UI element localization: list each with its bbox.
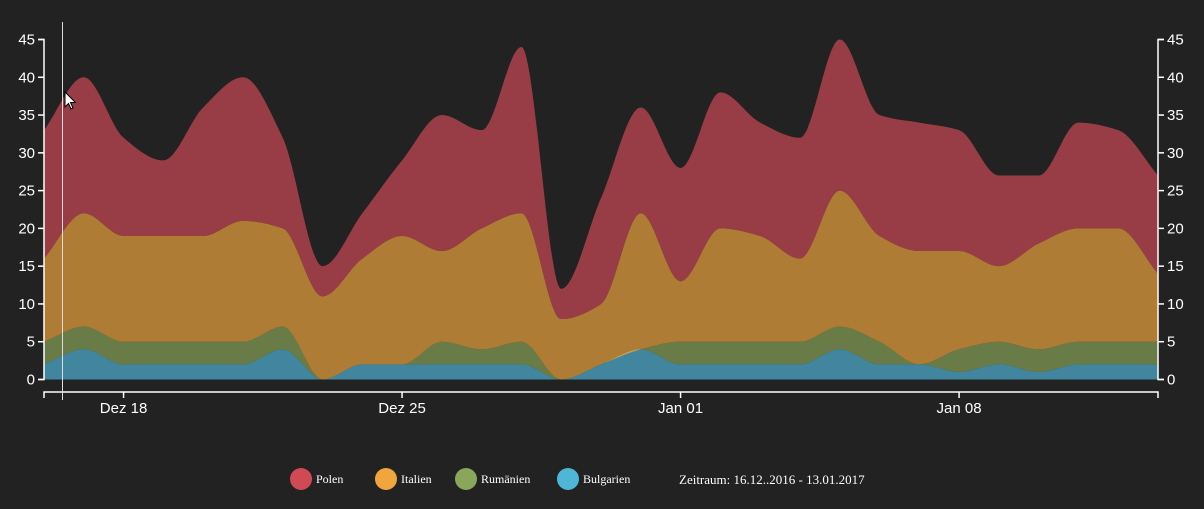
series-areas [44, 39, 1158, 380]
legend-label: Italien [401, 472, 432, 486]
y-tick-label: 20 [1167, 220, 1184, 237]
y-tick-label: 35 [18, 107, 35, 124]
legend-label: Bulgarien [583, 472, 630, 486]
area-rum-nien[interactable] [44, 326, 1158, 380]
x-tick-label: Jan 01 [658, 400, 703, 417]
y-tick-label: 25 [1167, 183, 1184, 200]
y-tick-label: 0 [27, 372, 35, 389]
y-tick-label: 25 [18, 183, 35, 200]
y-tick-label: 40 [18, 69, 35, 86]
y-tick-label: 45 [18, 32, 35, 49]
y-tick-label: 30 [1167, 145, 1184, 162]
y-tick-label: 20 [18, 220, 35, 237]
legend-label: Polen [316, 472, 343, 486]
x-axis-line [43, 391, 1159, 398]
y-axis-left: 0 5 10 15 20 25 30 35 40 45 [18, 32, 45, 389]
y-axis-line [38, 38, 45, 381]
y-tick-label: 10 [1167, 296, 1184, 313]
mouse-arrow [64, 90, 77, 110]
y-tick-label: 0 [1167, 372, 1175, 389]
y-axis-line [1157, 38, 1164, 381]
y-tick-label: 5 [27, 334, 35, 351]
x-axis: Dez 18 Dez 25 Jan 01 Jan 08 [43, 391, 1159, 417]
legend-label: Rumänien [481, 472, 530, 486]
y-tick-label: 15 [1167, 258, 1184, 275]
legend-swatch-bulgarien [557, 468, 579, 490]
y-tick-label: 45 [1167, 32, 1184, 49]
y-tick-label: 10 [18, 296, 35, 313]
x-tick-label: Dez 25 [378, 400, 426, 417]
y-tick-label: 35 [1167, 107, 1184, 124]
y-tick-label: 5 [1167, 334, 1175, 351]
area-polen[interactable] [44, 39, 1158, 320]
period-label: Zeitraum: 16.12..2016 - 13.01.2017 [679, 472, 865, 487]
legend-swatch-rum-nien [455, 468, 477, 490]
x-tick-label: Jan 08 [937, 400, 982, 417]
x-tick-label: Dez 18 [100, 400, 148, 417]
y-tick-label: 30 [18, 145, 35, 162]
legend-swatch-italien [375, 468, 397, 490]
y-axis-right: 0 5 10 15 20 25 30 35 40 45 [1157, 32, 1184, 389]
y-tick-label: 15 [18, 258, 35, 275]
mouse-pointer-icon [64, 90, 77, 110]
legend: Polen Italien Rumänien Bulgarien [290, 468, 630, 490]
legend-swatch-polen [290, 468, 312, 490]
y-tick-label: 40 [1167, 69, 1184, 86]
area-italien[interactable] [44, 190, 1158, 380]
